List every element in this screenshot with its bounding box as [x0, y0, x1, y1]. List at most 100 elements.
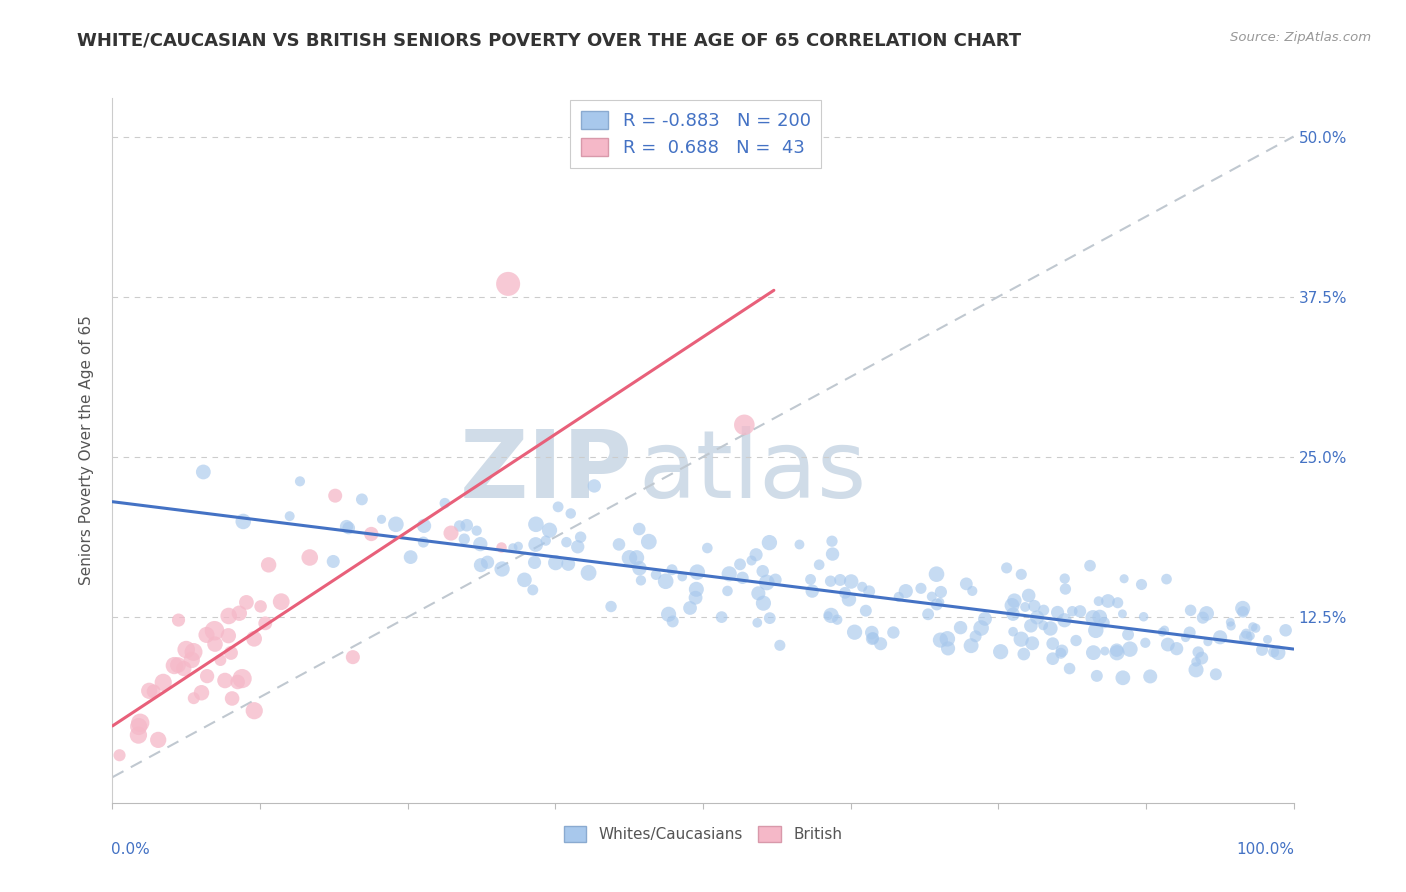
Point [686, 565, 709, 579]
Point [470, 558, 492, 573]
Point [1050, 644, 1073, 658]
Point [860, 632, 883, 646]
Point [1085, 669, 1108, 683]
Point [567, 540, 589, 554]
Point [1153, 623, 1175, 637]
Point [1105, 643, 1128, 657]
Point [1220, 619, 1243, 633]
Point [1132, 609, 1154, 624]
Point [523, 556, 546, 570]
Point [728, 558, 751, 572]
Point [960, 639, 983, 653]
Point [769, 638, 792, 652]
Point [821, 534, 844, 549]
Point [1187, 645, 1209, 659]
Point [844, 625, 866, 640]
Point [1174, 631, 1197, 645]
Point [894, 584, 917, 599]
Point [1135, 636, 1157, 650]
Point [534, 533, 557, 548]
Point [1209, 630, 1232, 644]
Point [1053, 572, 1076, 586]
Point [936, 632, 959, 646]
Point [583, 479, 606, 493]
Point [1049, 646, 1071, 660]
Point [1166, 641, 1188, 656]
Point [1257, 632, 1279, 647]
Point [254, 616, 277, 631]
Point [465, 524, 488, 538]
Point [1069, 604, 1091, 618]
Point [456, 518, 478, 533]
Point [180, 653, 202, 667]
Point [733, 417, 755, 432]
Point [758, 611, 780, 625]
Text: WHITE/CAUCASIAN VS BRITISH SENIORS POVERTY OVER THE AGE OF 65 CORRELATION CHART: WHITE/CAUCASIAN VS BRITISH SENIORS POVER… [77, 31, 1021, 49]
Point [1032, 618, 1054, 632]
Point [1042, 637, 1064, 651]
Point [342, 650, 364, 665]
Point [204, 624, 226, 638]
Point [413, 519, 436, 533]
Point [862, 631, 884, 645]
Point [962, 583, 984, 598]
Point [1178, 625, 1201, 640]
Point [936, 641, 959, 656]
Point [671, 569, 693, 583]
Point [440, 526, 463, 541]
Point [477, 555, 499, 569]
Point [148, 732, 170, 747]
Point [928, 595, 950, 609]
Point [858, 584, 880, 599]
Point [491, 541, 513, 555]
Point [555, 535, 578, 549]
Point [470, 537, 492, 551]
Point [1105, 646, 1128, 660]
Point [1234, 626, 1257, 640]
Point [298, 550, 321, 565]
Point [1244, 621, 1267, 635]
Point [1088, 610, 1111, 624]
Point [231, 672, 253, 686]
Point [1112, 671, 1135, 685]
Point [658, 607, 681, 622]
Point [513, 573, 536, 587]
Point [453, 532, 475, 546]
Point [138, 683, 160, 698]
Point [1039, 622, 1062, 636]
Point [1114, 572, 1136, 586]
Point [1152, 625, 1174, 640]
Point [152, 675, 174, 690]
Point [1185, 663, 1208, 677]
Point [522, 582, 544, 597]
Point [917, 607, 939, 622]
Point [1026, 610, 1049, 624]
Point [685, 591, 707, 605]
Point [825, 613, 848, 627]
Point [385, 517, 408, 532]
Point [1018, 589, 1040, 603]
Point [195, 628, 218, 642]
Point [183, 691, 205, 706]
Point [1139, 669, 1161, 683]
Text: 0.0%: 0.0% [111, 841, 150, 856]
Point [929, 633, 952, 648]
Point [219, 646, 242, 660]
Point [661, 615, 683, 629]
Point [1032, 603, 1054, 617]
Point [323, 489, 346, 503]
Point [270, 595, 292, 609]
Point [322, 554, 344, 568]
Point [278, 509, 301, 524]
Point [1116, 627, 1139, 641]
Point [882, 625, 904, 640]
Point [128, 719, 150, 733]
Point [1251, 643, 1274, 657]
Point [1156, 572, 1178, 586]
Point [214, 673, 236, 688]
Point [1119, 642, 1142, 657]
Point [167, 613, 190, 627]
Point [1053, 613, 1076, 627]
Point [965, 629, 987, 643]
Point [747, 615, 769, 630]
